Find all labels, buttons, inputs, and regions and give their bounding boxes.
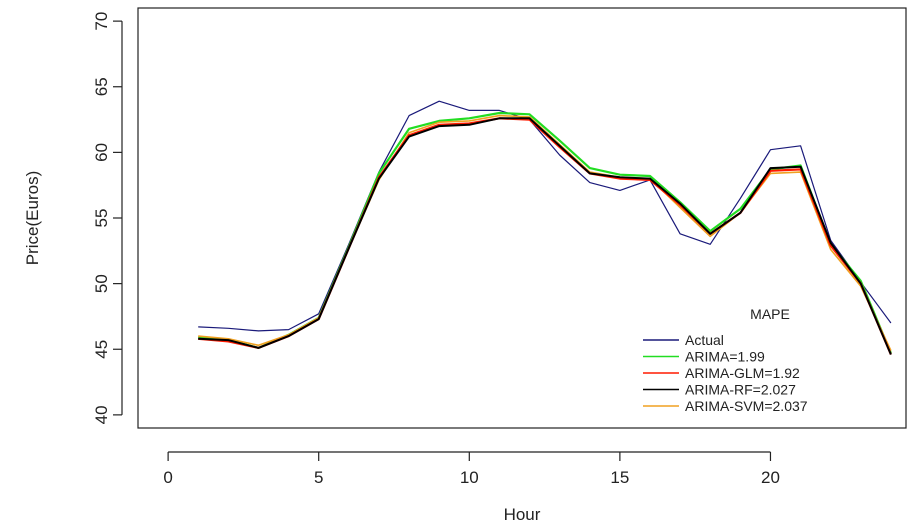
y-tick-label: 45 [92, 340, 111, 359]
series-line-arima-rf-2-027 [198, 117, 892, 355]
y-tick-label: 70 [92, 12, 111, 31]
y-axis: 40 45 50 55 60 65 70 [92, 12, 123, 424]
legend-label: ARIMA-RF=2.027 [685, 382, 796, 398]
series-lines [198, 100, 892, 355]
x-tick-label: 0 [163, 468, 172, 487]
legend-label: ARIMA-SVM=2.037 [685, 398, 808, 414]
y-tick-label: 40 [92, 405, 111, 424]
plot-frame [137, 7, 907, 429]
legend-label: ARIMA-GLM=1.92 [685, 365, 800, 381]
x-tick-label: 10 [460, 468, 479, 487]
legend: MAPE ActualARIMA=1.99ARIMA-GLM=1.92ARIMA… [643, 306, 808, 414]
legend-title: MAPE [750, 306, 790, 322]
legend-label: Actual [685, 332, 724, 348]
y-tick-label: 55 [92, 209, 111, 228]
x-tick-label: 20 [761, 468, 780, 487]
series-line-actual [198, 100, 892, 332]
y-axis-title: Price(Euros) [23, 171, 42, 265]
legend-label: ARIMA=1.99 [685, 349, 765, 365]
y-tick-label: 65 [92, 77, 111, 96]
x-tick-label: 5 [314, 468, 323, 487]
y-tick-label: 50 [92, 274, 111, 293]
x-axis: 0 5 10 15 20 [163, 451, 780, 487]
y-tick-label: 60 [92, 143, 111, 162]
x-axis-title: Hour [504, 505, 541, 524]
x-tick-label: 15 [610, 468, 629, 487]
